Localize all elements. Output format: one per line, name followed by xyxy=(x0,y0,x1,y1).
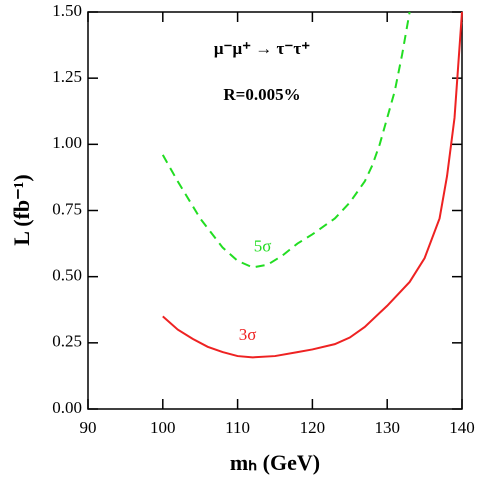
series-label: 3σ xyxy=(239,325,257,344)
y-tick-label: 1.00 xyxy=(52,133,82,152)
y-tick-label: 0.25 xyxy=(52,332,82,351)
x-tick-label: 110 xyxy=(225,418,250,437)
x-axis-label: mₕ (GeV) xyxy=(230,450,320,475)
y-tick-label: 1.25 xyxy=(52,67,82,86)
series-label: 5σ xyxy=(254,236,272,255)
x-tick-label: 90 xyxy=(80,418,97,437)
annotation: R=0.005% xyxy=(223,85,300,104)
y-tick-label: 0.50 xyxy=(52,266,82,285)
x-tick-label: 130 xyxy=(374,418,400,437)
x-tick-label: 140 xyxy=(449,418,475,437)
y-axis-label: L (fb⁻¹) xyxy=(9,174,34,245)
series-line xyxy=(162,11,463,359)
annotation: μ⁻μ⁺ → τ⁻τ⁺ xyxy=(214,39,310,58)
x-tick-label: 120 xyxy=(300,418,326,437)
x-tick-label: 100 xyxy=(150,418,176,437)
y-tick-label: 1.50 xyxy=(52,1,82,20)
y-tick-label: 0.75 xyxy=(52,199,82,218)
y-tick-label: 0.00 xyxy=(52,398,82,417)
series-line xyxy=(161,11,411,269)
plot-frame xyxy=(87,11,463,410)
